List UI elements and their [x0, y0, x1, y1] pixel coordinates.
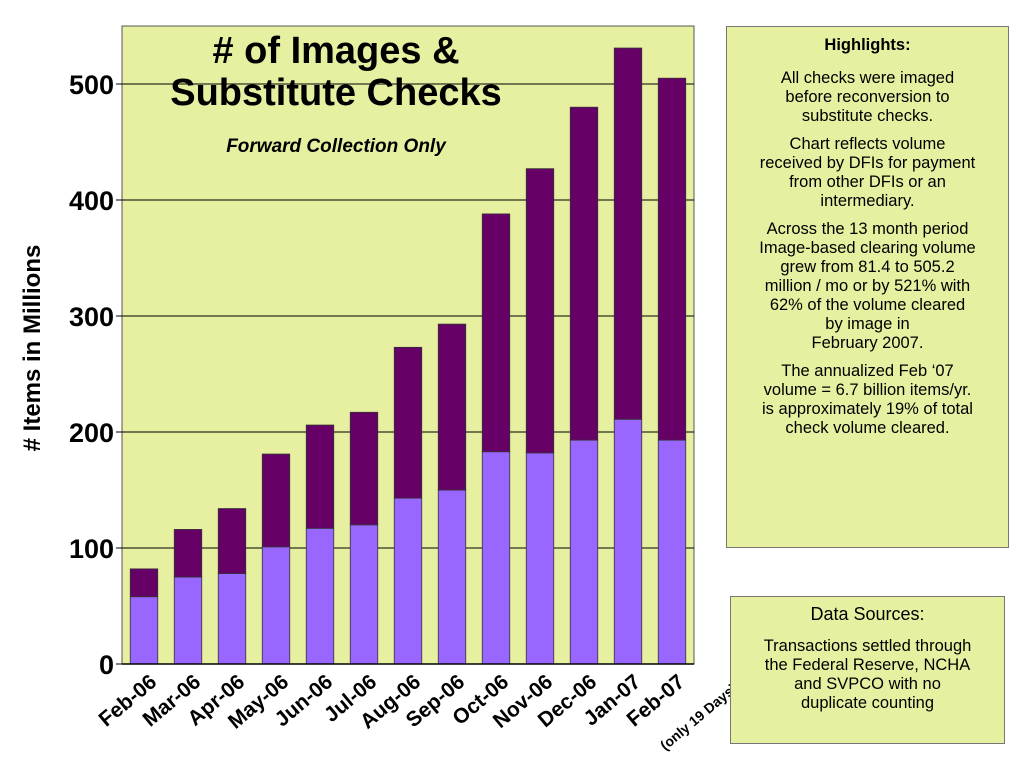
highlights-paragraph: Chart reflects volume received by DFIs f…	[759, 135, 976, 210]
highlights-paragraph: The annualized Feb ‘07 volume = 6.7 bill…	[762, 362, 973, 437]
bar-segment-1-nov-06	[525, 168, 555, 454]
bar-segment-0-oct-06	[481, 451, 511, 665]
bar-segment-1-oct-06	[481, 213, 511, 453]
highlights-title: Highlights:	[824, 36, 911, 54]
data-sources-title: Data Sources:	[810, 604, 925, 624]
bar-segment-0-sep-06	[437, 489, 467, 665]
highlights-paragraph: All checks were imaged before reconversi…	[780, 69, 955, 125]
bar-segment-0-feb-06	[129, 596, 159, 665]
y-axis: 0 100 200 300 400 500	[69, 70, 694, 680]
data-sources-text: Transactions settled through the Federal…	[763, 637, 972, 712]
bar-segment-0-jan-07	[613, 418, 643, 665]
bar-segment-0-dec-06	[569, 439, 599, 665]
bar-segment-1-mar-06	[173, 529, 203, 578]
y-tick-label: 500	[69, 70, 114, 100]
chart-subtitle: Forward Collection Only	[226, 136, 446, 157]
bar-segment-1-feb-06	[129, 568, 159, 598]
bar-segment-0-mar-06	[173, 576, 203, 665]
y-tick-label: 200	[69, 418, 114, 448]
y-axis-label: # Items in Millions	[19, 245, 46, 452]
bars	[129, 47, 687, 665]
bar-segment-1-aug-06	[393, 346, 423, 499]
bar-segment-1-jul-06	[349, 411, 379, 526]
bar-segment-1-feb-07	[657, 77, 687, 441]
bar-segment-1-dec-06	[569, 106, 599, 441]
bar-segment-1-may-06	[261, 453, 291, 548]
data-sources-box: Data Sources: Transactions settled throu…	[730, 596, 1005, 744]
bar-segment-0-feb-07	[657, 439, 687, 665]
chart-title: # of Images & Substitute Checks	[170, 30, 502, 114]
bar-segment-0-nov-06	[525, 452, 555, 665]
bar-segment-0-jun-06	[305, 527, 335, 665]
y-tick-label: 100	[69, 534, 114, 564]
highlights-box: Highlights: All checks were imaged befor…	[726, 26, 1009, 548]
y-tick-label: 0	[99, 650, 114, 680]
x-axis: Feb-06Mar-06Apr-06May-06Jun-06Jul-06Aug-…	[95, 670, 740, 753]
bar-segment-1-apr-06	[217, 508, 247, 574]
bar-segment-1-sep-06	[437, 323, 467, 491]
y-tick-label: 400	[69, 186, 114, 216]
y-tick-label: 300	[69, 302, 114, 332]
highlights-paragraph: Across the 13 month period Image-based c…	[759, 220, 976, 352]
bar-segment-0-apr-06	[217, 573, 247, 665]
bar-segment-0-aug-06	[393, 497, 423, 665]
bar-segment-0-jul-06	[349, 524, 379, 665]
bar-segment-1-jun-06	[305, 424, 335, 529]
bar-segment-0-may-06	[261, 546, 291, 665]
bar-segment-1-jan-07	[613, 47, 643, 420]
